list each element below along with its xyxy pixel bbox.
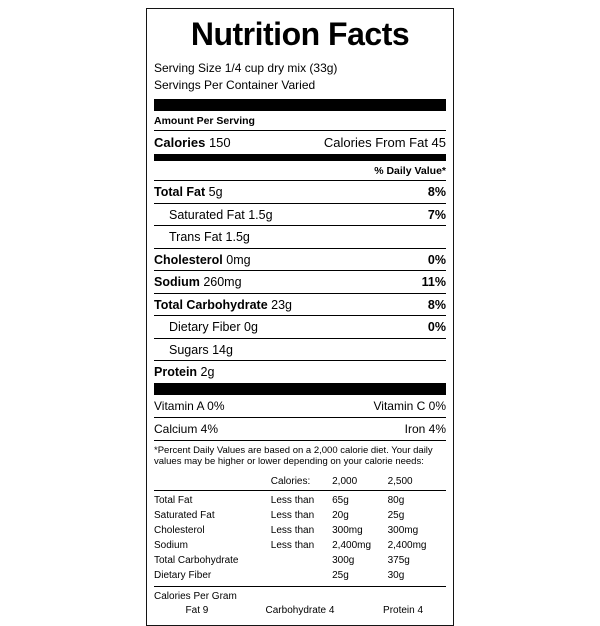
nutrient-text: Sugars 14g xyxy=(169,342,233,357)
dv-table-header-2000: 2,000 xyxy=(332,475,358,487)
nutrient-row-protein: Protein 2g xyxy=(154,361,446,383)
cpg-carbohydrate: Carbohydrate 4 xyxy=(265,604,335,616)
nutrient-dv: 8% xyxy=(427,185,446,199)
cpg-protein: Protein 4 xyxy=(383,604,424,616)
nutrient-row-trans-fat: Trans Fat 1.5g xyxy=(154,226,446,249)
calcium-value: Calcium 4% xyxy=(154,421,219,436)
dv-table-header-calories: Calories: xyxy=(270,475,311,487)
calories-per-gram-section: Calories Per Gram Fat 9 Carbohydrate 4 P… xyxy=(154,585,446,618)
nutrient-text: Total Carbohydrate 23g xyxy=(154,297,293,312)
nutrient-row-sugars: Sugars 14g xyxy=(154,339,446,361)
label-title: Nutrition Facts xyxy=(190,16,410,52)
dv-table-row-saturated-fat: Saturated Fat Less than 20g 25g xyxy=(154,509,405,521)
nutrient-text: Dietary Fiber 0g xyxy=(169,320,258,334)
calories-per-gram-row: Fat 9 Carbohydrate 4 Protein 4 xyxy=(154,604,446,618)
nutrient-dv: 11% xyxy=(421,275,446,289)
nutrition-facts-label: Nutrition Facts Serving Size 1/4 cup dry… xyxy=(146,8,454,626)
dv-table-row-total-fat: Total Fat Less than 65g 80g xyxy=(154,494,405,506)
calories-row: Calories 150 Calories From Fat 45 xyxy=(154,131,446,154)
calories-amount: Calories 150 xyxy=(154,135,231,150)
iron-value: Iron 4% xyxy=(404,421,446,436)
nutrient-dv: 8% xyxy=(427,297,446,312)
calories-label: Calories xyxy=(154,135,206,150)
nutrient-row-total-carbohydrate: Total Carbohydrate 23g 8% xyxy=(154,294,446,316)
vitamin-a-value: Vitamin A 0% xyxy=(154,398,225,413)
nutrient-row-sodium: Sodium 260mg 11% xyxy=(154,271,446,294)
cpg-fat: Fat 9 xyxy=(185,604,209,616)
nutrient-row-total-fat: Total Fat 5g 8% xyxy=(154,181,446,204)
nutrient-row-dietary-fiber: Dietary Fiber 0g 0% xyxy=(154,316,446,339)
daily-value-header: % Daily Value* xyxy=(154,161,446,181)
servings-per-container-line: Servings Per Container Varied xyxy=(154,78,316,92)
dv-table-header-row: Calories: 2,000 2,500 xyxy=(154,474,446,491)
calories-from-fat: Calories From Fat 45 xyxy=(323,135,446,150)
serving-size-line: Serving Size 1/4 cup dry mix (33g) xyxy=(154,61,338,75)
nutrient-text: Cholesterol 0mg xyxy=(154,252,251,267)
daily-value-table: Calories: 2,000 2,500 Total Fat Less tha… xyxy=(154,474,446,583)
nutrient-dv: 7% xyxy=(427,207,446,222)
dv-table-row-cholesterol: Cholesterol Less than 300mg 300mg xyxy=(154,524,419,536)
calories-per-gram-title: Calories Per Gram xyxy=(154,590,237,602)
section-divider-bar xyxy=(154,99,446,111)
nutrient-text: Protein 2g xyxy=(154,365,215,379)
dv-table-row-dietary-fiber: Dietary Fiber 25g 30g xyxy=(154,569,405,581)
dv-table-row-sodium: Sodium Less than 2,400mg 2,400mg xyxy=(154,539,427,551)
vitamin-row-calcium-iron: Calcium 4% Iron 4% xyxy=(154,418,446,441)
section-divider-bar xyxy=(154,154,446,161)
nutrient-text: Saturated Fat 1.5g xyxy=(169,207,273,222)
amount-per-serving-heading: Amount Per Serving xyxy=(154,111,446,131)
nutrient-row-cholesterol: Cholesterol 0mg 0% xyxy=(154,249,446,271)
vitamin-row-a-c: Vitamin A 0% Vitamin C 0% xyxy=(154,395,446,418)
calories-value: 150 xyxy=(208,135,231,150)
nutrient-text: Total Fat 5g xyxy=(154,185,223,199)
section-divider-bar xyxy=(154,382,446,395)
nutrient-dv: 0% xyxy=(427,320,446,334)
daily-value-footnote: *Percent Daily Values are based on a 2,0… xyxy=(154,444,433,468)
nutrient-dv: 0% xyxy=(427,252,446,267)
nutrient-text: Trans Fat 1.5g xyxy=(169,230,250,244)
dv-table-header-spacer xyxy=(154,474,271,489)
dv-table-row-total-carbohydrate: Total Carbohydrate 300g 375g xyxy=(154,554,410,566)
dv-table-header-2500: 2,500 xyxy=(387,475,413,487)
vitamin-c-value: Vitamin C 0% xyxy=(373,398,446,413)
nutrient-text: Sodium 260mg xyxy=(154,275,242,289)
nutrient-row-saturated-fat: Saturated Fat 1.5g 7% xyxy=(154,204,446,226)
